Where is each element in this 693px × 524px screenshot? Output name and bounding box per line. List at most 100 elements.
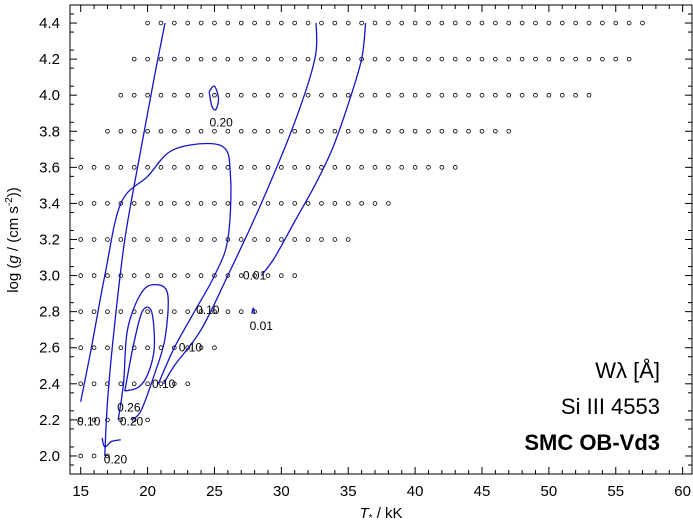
grid-point — [238, 20, 244, 26]
grid-point — [439, 165, 445, 170]
contour-label: 0.10 — [152, 377, 176, 391]
grid-point — [466, 56, 471, 62]
grid-point — [399, 165, 405, 170]
axis-ticks — [70, 5, 692, 474]
x-tick-label: 55 — [607, 483, 624, 500]
grid-point — [292, 128, 298, 134]
grid-point — [78, 201, 84, 206]
grid-point — [78, 453, 84, 459]
grid-point — [225, 273, 231, 278]
grid-point — [238, 309, 244, 314]
grid-point — [105, 128, 110, 134]
grid-point — [145, 237, 150, 242]
grid-point — [105, 165, 110, 170]
grid-point — [105, 345, 110, 351]
grid-point — [359, 165, 364, 170]
contour-label: 0.01 — [250, 319, 274, 333]
grid-point — [399, 56, 405, 62]
grid-point — [359, 20, 364, 26]
grid-point — [198, 273, 204, 278]
grid-point — [158, 56, 164, 62]
grid-point — [172, 92, 177, 98]
contour-label: 0.26 — [117, 400, 141, 414]
x-tick-label: 40 — [407, 483, 424, 500]
grid-point — [158, 92, 164, 98]
grid-point — [198, 201, 204, 206]
contour-0.01-1 — [251, 307, 256, 314]
y-tick-label: 4.4 — [39, 15, 60, 32]
grid-point — [238, 128, 244, 134]
x-tick-label: 35 — [340, 483, 357, 500]
contour-level-labels: 0.20 0.01 0.10 0.01 0.10 0.10 0.26 0.10 0.20 0.20 — [77, 115, 273, 466]
grid-point — [131, 128, 137, 134]
grid-point — [386, 201, 391, 206]
contour-label: 0.10 — [196, 303, 220, 317]
grid-point — [292, 237, 298, 242]
grid-point — [506, 128, 512, 134]
grid-point — [319, 56, 324, 62]
legend-line: Si III 4553 — [561, 394, 660, 419]
grid-point — [439, 92, 445, 98]
grid-point — [118, 345, 124, 351]
grid-point — [559, 92, 565, 98]
grid-point — [158, 128, 164, 134]
grid-point — [279, 20, 284, 26]
grid-point — [118, 417, 124, 423]
grid-point — [91, 309, 97, 314]
grid-point — [145, 201, 150, 206]
grid-point — [279, 56, 284, 62]
x-axis-label: T* / kK — [359, 505, 402, 524]
grid-point — [212, 92, 217, 98]
grid-point — [613, 20, 619, 26]
grid-point — [546, 20, 552, 26]
grid-point — [145, 165, 150, 170]
grid-point — [158, 309, 164, 314]
grid-point — [238, 165, 244, 170]
grid-point — [332, 56, 338, 62]
grid-point — [225, 165, 231, 170]
contour-label: 0.10 — [179, 341, 203, 355]
legend-quantity: Wλ [Å] — [595, 358, 660, 383]
contour-label: 0.20 — [120, 415, 144, 429]
grid-point — [172, 237, 177, 242]
grid-point — [172, 273, 177, 278]
grid-point — [292, 56, 298, 62]
y-tick-label: 2.2 — [39, 412, 60, 429]
grid-point — [345, 128, 351, 134]
grid-point — [252, 20, 257, 26]
grid-point — [493, 92, 498, 98]
grid-point — [91, 381, 97, 387]
grid-point — [105, 237, 110, 242]
grid-point — [225, 56, 231, 62]
grid-point — [292, 273, 298, 278]
grid-point — [158, 20, 164, 26]
grid-point — [559, 20, 565, 26]
grid-point — [493, 56, 498, 62]
grid-point — [131, 273, 137, 278]
grid-point — [319, 201, 324, 206]
grid-point — [452, 92, 458, 98]
grid-point — [305, 20, 311, 26]
grid-point — [118, 237, 124, 242]
grid-point — [91, 453, 97, 459]
y-tick-label: 2.6 — [39, 340, 60, 357]
grid-point — [386, 128, 391, 134]
contour-0.10-2 — [104, 22, 166, 457]
contour-label: 0.01 — [243, 269, 267, 283]
grid-point — [372, 165, 378, 170]
grid-point — [118, 381, 124, 387]
grid-point — [78, 237, 84, 242]
grid-point — [386, 165, 391, 170]
grid-point — [225, 20, 231, 26]
axis-tick-labels: 15 20 25 30 35 40 45 50 55 60 2.0 2.2 2.4 2.6 2.8 3.0 3.… — [39, 15, 691, 500]
grid-point — [586, 56, 592, 62]
grid-point — [305, 237, 311, 242]
grid-point — [212, 165, 217, 170]
grid-point — [265, 273, 271, 278]
grid-point — [600, 20, 605, 26]
grid-point — [118, 128, 124, 134]
grid-point — [426, 92, 431, 98]
grid-point — [412, 165, 418, 170]
model-grid-points — [78, 20, 645, 459]
